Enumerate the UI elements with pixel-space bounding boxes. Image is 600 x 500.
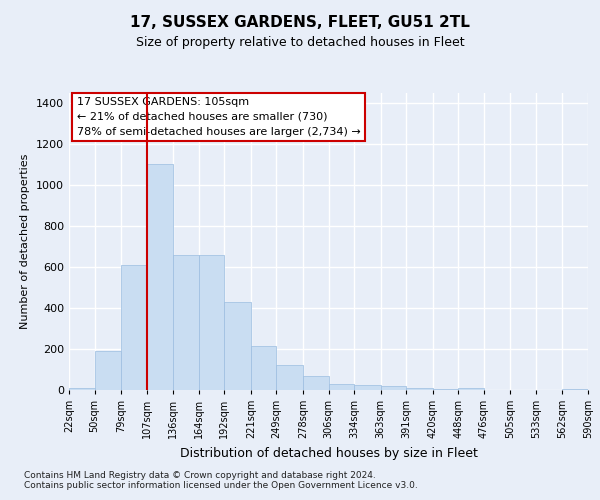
Bar	[303, 376, 329, 390]
Bar	[458, 388, 484, 390]
Bar	[277, 366, 303, 390]
X-axis label: Distribution of detached houses by size in Fleet: Distribution of detached houses by size …	[179, 446, 478, 460]
Bar	[199, 254, 224, 390]
Bar	[562, 389, 588, 390]
Y-axis label: Number of detached properties: Number of detached properties	[20, 154, 31, 329]
Text: Size of property relative to detached houses in Fleet: Size of property relative to detached ho…	[136, 36, 464, 49]
Bar	[95, 351, 121, 390]
Bar	[224, 302, 251, 390]
Bar	[69, 388, 95, 390]
Text: Contains HM Land Registry data © Crown copyright and database right 2024.
Contai: Contains HM Land Registry data © Crown c…	[24, 470, 418, 490]
Bar	[354, 385, 380, 390]
Text: 17 SUSSEX GARDENS: 105sqm
← 21% of detached houses are smaller (730)
78% of semi: 17 SUSSEX GARDENS: 105sqm ← 21% of detac…	[77, 97, 361, 136]
Bar	[251, 346, 277, 390]
Bar	[146, 164, 173, 390]
Bar	[380, 386, 406, 390]
Bar	[121, 265, 146, 390]
Bar	[433, 389, 458, 390]
Text: 17, SUSSEX GARDENS, FLEET, GU51 2TL: 17, SUSSEX GARDENS, FLEET, GU51 2TL	[130, 15, 470, 30]
Bar	[406, 388, 433, 390]
Bar	[173, 254, 199, 390]
Bar	[329, 384, 354, 390]
